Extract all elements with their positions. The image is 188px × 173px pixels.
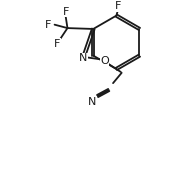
Text: F: F bbox=[45, 20, 51, 30]
Text: N: N bbox=[79, 53, 87, 63]
Text: N: N bbox=[88, 97, 97, 107]
Text: F: F bbox=[63, 7, 69, 17]
Text: F: F bbox=[54, 39, 60, 49]
Text: F: F bbox=[115, 1, 121, 11]
Text: O: O bbox=[100, 56, 109, 66]
